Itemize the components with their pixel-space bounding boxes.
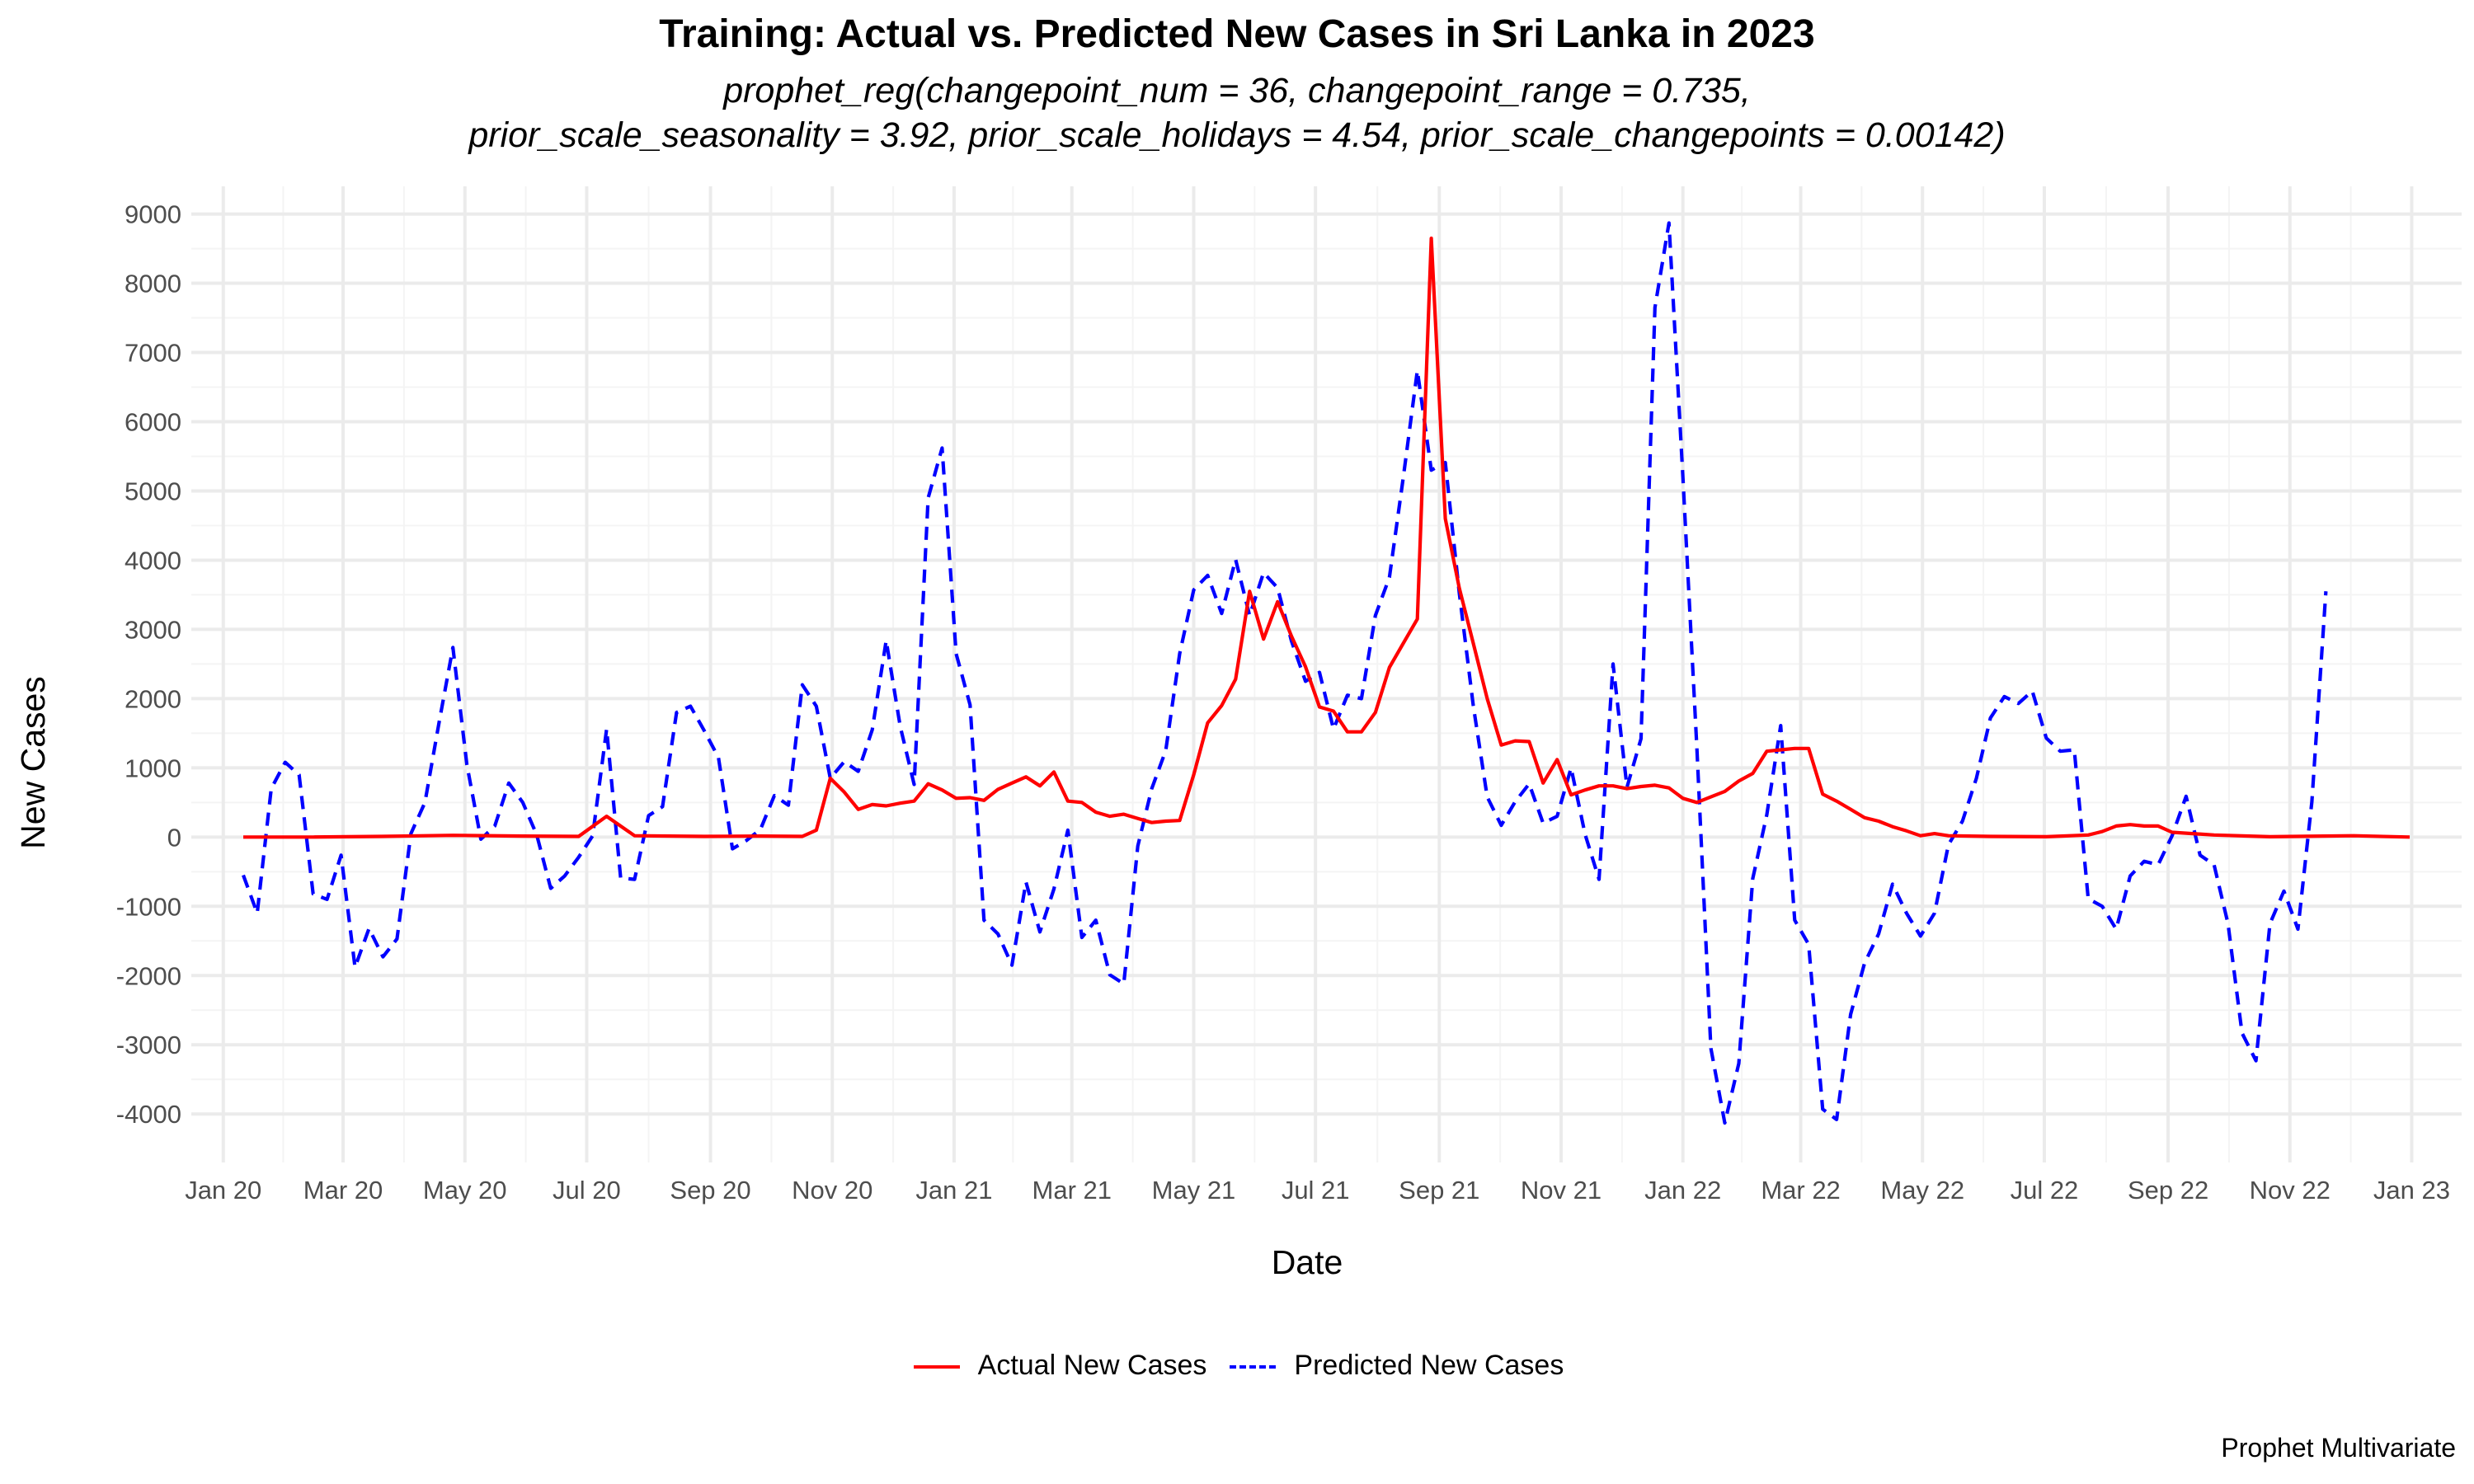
x-axis-label: Date [1272,1243,1343,1281]
chart-subtitle-line-1: prophet_reg(changepoint_num = 36, change… [723,71,1751,110]
y-tick-label: 4000 [125,546,181,575]
x-tick-label: May 21 [1152,1176,1236,1205]
x-tick-label: Mar 21 [1032,1176,1112,1205]
x-tick-label: Nov 20 [792,1176,872,1205]
y-tick-label: 1000 [125,754,181,782]
y-tick-label: 8000 [125,270,181,298]
chart-caption: Prophet Multivariate [2221,1433,2456,1463]
x-tick-label: Jan 23 [2373,1176,2450,1205]
x-tick-label: Sep 20 [670,1176,750,1205]
chart-subtitle-line-2: prior_scale_seasonality = 3.92, prior_sc… [468,115,2006,155]
x-tick-label: Jul 20 [553,1176,621,1205]
y-tick-label: 0 [167,823,181,852]
x-tick-label: May 20 [423,1176,507,1205]
y-axis-ticks: -4000 -3000 -2000 -1000 0 1000 2000 3000 4000 500… [116,200,181,1129]
x-tick-label: May 22 [1880,1176,1964,1205]
chart-title: Training: Actual vs. Predicted New Cases… [659,12,1815,56]
y-tick-label: 6000 [125,408,181,437]
x-tick-label: Mar 20 [303,1176,383,1205]
series-line-actual [243,236,2411,839]
legend-key-predicted [1226,1351,1279,1381]
x-tick-label: Jan 22 [1644,1176,1721,1205]
series-lines [242,221,2411,1125]
x-axis-ticks: Jan 20 Mar 20 May 20 Jul 20 Sep 20 Nov 20 Jan … [185,1176,2450,1205]
y-tick-label: 5000 [125,477,181,505]
x-tick-label: Sep 21 [1399,1176,1479,1205]
chart-legend: Actual New Cases Predicted New Cases [0,1350,2474,1382]
y-tick-label: -3000 [116,1031,181,1059]
legend-key-actual [910,1351,963,1381]
y-tick-label: -4000 [116,1100,181,1129]
y-tick-label: -1000 [116,892,181,921]
x-tick-label: Jan 21 [915,1176,992,1205]
legend-item-predicted: Predicted New Cases [1226,1350,1564,1382]
y-tick-label: 3000 [125,615,181,644]
series-line-predicted [242,221,2328,1125]
grid-lines [191,186,2462,1162]
x-tick-label: Sep 22 [2128,1176,2208,1205]
legend-item-actual: Actual New Cases [910,1350,1207,1382]
y-tick-label: -2000 [116,961,181,990]
x-tick-label: Jul 22 [2011,1176,2079,1205]
x-tick-label: Nov 21 [1521,1176,1602,1205]
legend-label-predicted: Predicted New Cases [1294,1350,1564,1381]
x-tick-label: Jan 20 [185,1176,261,1205]
y-tick-label: 9000 [125,200,181,229]
y-tick-label: 7000 [125,339,181,368]
x-tick-label: Jul 21 [1282,1176,1350,1205]
y-tick-label: 2000 [125,684,181,713]
x-tick-label: Nov 22 [2250,1176,2331,1205]
y-axis-label: New Cases [14,676,52,849]
x-tick-label: Mar 22 [1761,1176,1840,1205]
legend-label-actual: Actual New Cases [977,1350,1207,1381]
